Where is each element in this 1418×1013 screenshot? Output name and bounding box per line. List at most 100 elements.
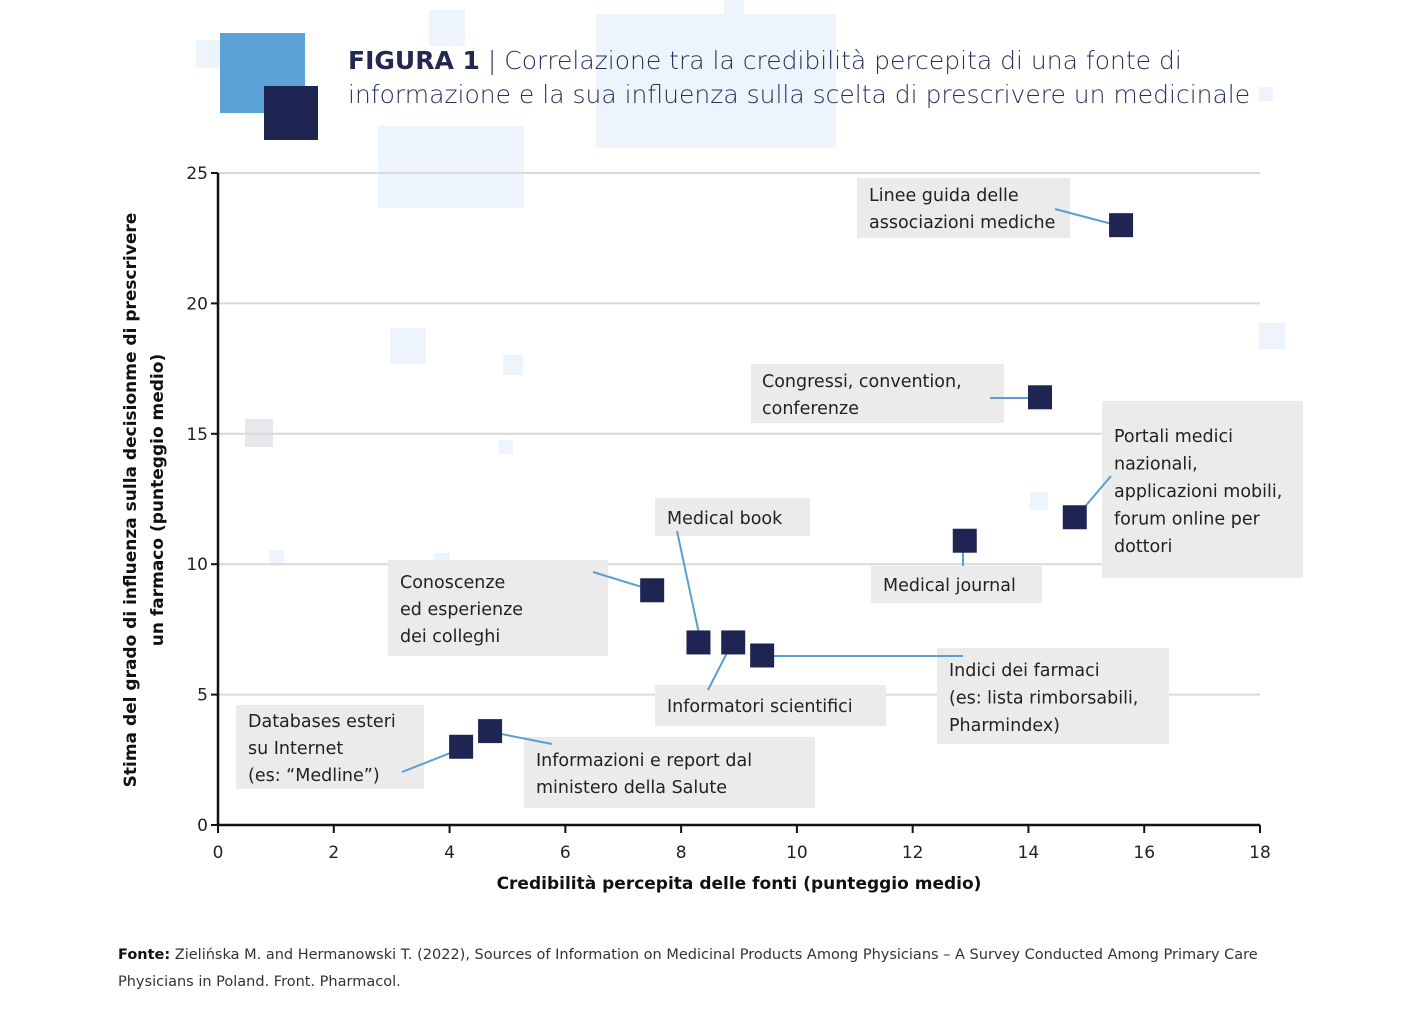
y-tick-label: 10: [186, 555, 208, 575]
data-label-line: forum online per: [1114, 510, 1261, 530]
data-point-marker: [952, 528, 977, 553]
x-tick-label: 4: [444, 843, 455, 863]
decorative-square: [596, 14, 836, 148]
source-prefix: Fonte:: [118, 947, 171, 963]
x-tick-label: 14: [1018, 843, 1040, 863]
data-label-box: [857, 178, 1070, 238]
x-tick-label: 2: [328, 843, 339, 863]
data-label-line: Congressi, convention,: [762, 372, 962, 392]
leader-line: [1054, 208, 1113, 225]
y-tick-label: 5: [197, 686, 208, 706]
x-axis-label: Credibilità percepita delle fonti (punte…: [496, 874, 982, 894]
decorative-square: [499, 440, 513, 454]
data-point-group: Linee guida delle associazioni mediche: [857, 178, 1134, 238]
data-label: Portali medici nazionali, applicazioni mob…: [1114, 427, 1282, 557]
data-point-group: Congressi, convention, conferenze: [751, 364, 1053, 423]
data-label-line: dottori: [1114, 537, 1172, 557]
data-label-box: [524, 737, 815, 808]
y-axis-label-line-1: Stima del grado di influenza sulla decis…: [121, 212, 141, 788]
data-label-line: su Internet: [248, 739, 343, 759]
data-point-marker: [1028, 385, 1053, 410]
data-label-box: [388, 560, 608, 656]
data-label-line: Portali medici: [1114, 427, 1233, 447]
y-tick-label: 20: [186, 294, 208, 314]
data-label-line: ministero della Salute: [536, 778, 727, 798]
data-point-group: Portali medici nazionali, applicazioni mob…: [1062, 401, 1303, 578]
data-point-marker: [721, 630, 746, 655]
x-tick-label: 10: [786, 843, 808, 863]
data-label-box: [751, 364, 1004, 423]
data-label-box: [871, 566, 1042, 603]
y-axis-label-line-2: un farmaco (punteggio medio): [148, 353, 168, 647]
data-label-line: Pharmindex): [949, 716, 1060, 736]
source-text: Zielińska M. and Hermanowski T. (2022), …: [118, 947, 1258, 990]
leader-line: [676, 530, 702, 644]
decorative-square: [196, 40, 222, 68]
data-label-box: [655, 498, 810, 536]
data-label-line: associazioni mediche: [869, 213, 1055, 233]
data-point-group: Informazioni e report dal ministero della…: [478, 719, 815, 808]
source-note: Fonte: Zielińska M. and Hermanowski T. (…: [118, 942, 1278, 996]
data-point-group: Databases esteri su Internet (es: “Medline…: [236, 705, 474, 789]
data-label-box: [236, 705, 424, 789]
figure-separator: |: [479, 46, 505, 75]
data-label-line: Medical book: [667, 509, 783, 529]
decorative-square: [269, 550, 284, 565]
figure-label: FIGURA 1: [348, 46, 480, 75]
data-label-box: [1102, 401, 1303, 578]
figure-title-text: Correlazione tra la credibilità percepit…: [348, 46, 1251, 109]
data-label-line: applicazioni mobili,: [1114, 482, 1282, 502]
data-label-line: Informazioni e report dal: [536, 751, 752, 771]
data-label-line: ed esperienze: [400, 600, 523, 620]
data-point-group: Medical journal: [871, 528, 1042, 603]
x-tick-label: 6: [560, 843, 571, 863]
x-tick-label: 16: [1133, 843, 1155, 863]
y-tick-label: 25: [186, 164, 208, 184]
data-label: Medical journal: [883, 576, 1016, 596]
data-label: Congressi, convention, conferenze: [762, 372, 962, 419]
data-point-marker: [1062, 505, 1087, 530]
data-label-line: Linee guida delle: [869, 186, 1019, 206]
data-point-group: Conoscenze ed esperienze dei colleghi: [388, 560, 665, 656]
data-label: Informazioni e report dal ministero della…: [536, 751, 752, 798]
data-point-marker: [449, 734, 474, 759]
data-label-line: nazionali,: [1114, 455, 1198, 475]
data-label-line: Informatori scientifici: [667, 697, 853, 717]
data-label-line: conferenze: [762, 399, 859, 419]
data-point-marker: [1109, 213, 1134, 238]
data-label: Conoscenze ed esperienze dei colleghi: [400, 573, 523, 647]
data-label-line: Conoscenze: [400, 573, 505, 593]
data-point-group: Medical book: [655, 498, 810, 655]
data-label: Databases esteri su Internet (es: “Medline…: [248, 712, 396, 786]
data-label-line: Indici dei farmaci: [949, 661, 1100, 681]
y-tick-label: 0: [197, 816, 208, 836]
data-label-box: [655, 685, 886, 726]
logo-square-navy: [264, 86, 318, 140]
data-label-line: (es: “Medline”): [248, 766, 380, 786]
data-label-line: dei colleghi: [400, 627, 500, 647]
data-label-box: [937, 648, 1169, 744]
x-tick-label: 8: [676, 843, 687, 863]
x-tick-label: 18: [1249, 843, 1271, 863]
x-tick-label: 12: [902, 843, 924, 863]
data-point-group: Indici dei farmaci (es: lista rimborsabil…: [750, 643, 1169, 744]
decorative-square: [1259, 87, 1273, 101]
data-label: Linee guida delle associazioni mediche: [869, 186, 1055, 233]
data-label-line: Medical journal: [883, 576, 1016, 596]
decorative-square: [390, 328, 426, 364]
decorative-square: [1030, 492, 1048, 510]
decorative-square: [1259, 323, 1285, 349]
decorative-square: [724, 0, 744, 14]
data-label-line: (es: lista rimborsabili,: [949, 689, 1138, 709]
data-point-marker: [640, 578, 665, 603]
data-label: Medical book: [667, 509, 783, 529]
data-label: Informatori scientifici: [667, 697, 853, 717]
data-point-marker: [478, 719, 503, 744]
data-point-marker: [686, 630, 711, 655]
decorative-square: [429, 10, 465, 46]
figure-title: FIGURA 1 | Correlazione tra la credibili…: [348, 44, 1328, 112]
data-label-line: Databases esteri: [248, 712, 396, 732]
data-point-group: Informatori scientifici: [655, 630, 886, 726]
decorative-square: [378, 126, 524, 208]
